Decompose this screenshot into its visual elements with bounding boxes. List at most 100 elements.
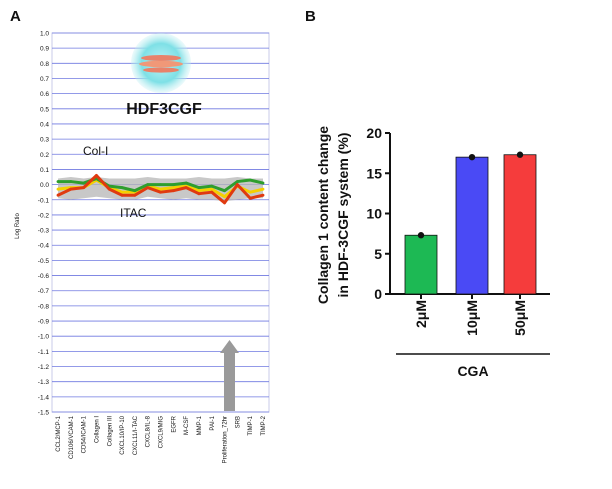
series-1-point-16 [261,181,265,185]
series-1-point-0 [56,180,60,183]
panel-b-y-tick-label-4: 20 [366,125,382,141]
series-0-point-16 [261,187,265,191]
itac-annotation: ITAC [120,206,147,220]
series-2-point-13 [223,201,226,205]
bar-point-1 [468,153,476,161]
series-2-point-11 [197,192,201,196]
series-1-point-14 [235,180,239,183]
bar-2 [503,154,537,295]
series-0-point-15 [248,190,252,194]
y-tick-label-10: 0.0 [40,182,49,189]
panel-b-x-tick-labels: 2μM 10μM 50μM [413,300,528,336]
x-tick-label-1: CD106/VCAM-1 [69,415,75,459]
series-2-point-10 [184,186,188,190]
series-2-point-3 [95,174,98,177]
series-1-point-8 [159,183,162,187]
series-1-point-13 [223,189,226,193]
x-tick-label-4: Collagen III [107,416,113,447]
series-1-point-12 [210,184,214,188]
x-tick-label-6: CXCL11/I-TAC [133,415,139,455]
series-0-point-13 [223,195,226,199]
y-tick-label-16: -0.6 [38,273,50,280]
y-tick-label-3: 0.7 [40,76,49,83]
y-tick-label-6: 0.4 [40,121,49,128]
y-tick-label-5: 0.5 [40,106,49,113]
series-1-point-10 [184,181,188,185]
x-tick-label-10: M-CSF [184,416,190,435]
bar-point-0 [417,232,425,239]
x-tick-label-0: CCL2/MCP-1 [56,415,62,451]
x-tick-label-3: Collagen I [94,416,100,443]
x-tick-label-8: CXCL9/MIG [159,416,165,449]
panel-b-y-tick-label-2: 10 [366,206,382,222]
panel-a-letter: A [10,8,21,25]
series-2-point-16 [261,193,265,197]
panel-a-y-tick-labels: 1.0 0.9 0.8 0.7 0.6 0.5 0.4 0.3 0.2 0.1 0.0 -0.1 -0.… [38,31,50,417]
y-tick-label-24: -1.4 [38,394,50,401]
x-tick-label-12: PAI-1 [210,415,216,430]
y-tick-label-22: -1.2 [38,364,50,371]
panel-b-y-tick-label-3: 15 [366,165,382,181]
series-0-point-11 [197,189,201,193]
up-arrow-icon [220,340,239,411]
series-0-point-12 [210,187,214,191]
panel-a-title: HDF3CGF [126,101,202,118]
y-tick-label-7: 0.3 [40,137,49,144]
series-2-point-8 [159,190,162,194]
series-2-point-14 [235,183,239,187]
cell-culture-icon [131,33,191,93]
bar-0 [404,234,438,295]
series-2-point-9 [171,189,175,193]
y-tick-label-8: 0.2 [40,152,49,159]
series-2-point-4 [107,187,111,191]
series-1-point-2 [82,181,86,185]
panel-b-x-tick-label-1: 10μM [464,300,480,336]
y-tick-label-2: 0.8 [40,61,49,68]
x-tick-label-13: Proliferation_72hr [223,416,229,463]
bar-1 [455,156,489,295]
series-2-point-12 [210,190,214,194]
y-tick-label-15: -0.5 [38,258,50,265]
series-0-point-8 [159,187,162,191]
y-tick-label-23: -1.3 [38,379,50,386]
x-tick-label-11: MMP-1 [197,415,203,435]
x-tick-label-14: SRB [235,416,241,428]
x-tick-label-2: CD54/ICAM-1 [82,415,88,453]
x-tick-label-7: CXCL8/IL-8 [146,415,152,447]
series-1-point-6 [133,189,137,193]
series-2-point-6 [133,193,137,197]
x-tick-label-9: EGFR [171,415,177,432]
y-tick-label-9: 0.1 [40,167,49,174]
panel-b-y-axis-label: Collagen 1 content change in HDF-3CGF sy… [315,126,351,304]
panel-a-y-axis-label: Log Ratio [15,212,21,238]
x-tick-label-15: TIMP-1 [248,415,254,435]
y-tick-label-11: -0.1 [38,197,50,204]
y-tick-label-18: -0.8 [38,303,50,310]
panel-b-letter: B [305,8,316,25]
series-1-point-11 [197,186,201,190]
series-0-point-9 [171,186,175,190]
series-2-point-1 [69,187,73,191]
series-2-point-15 [248,196,252,200]
series-0-point-5 [120,190,124,194]
series-1-point-15 [248,178,252,182]
y-tick-label-20: -1.0 [38,334,50,341]
y-tick-label-0: 1.0 [40,31,49,38]
col1-annotation: Col-I [83,144,108,158]
y-tick-label-13: -0.3 [38,228,50,235]
panel-b-x-axis-label: CGA [457,363,488,379]
panel-b-points [417,151,524,239]
y-tick-label-14: -0.4 [38,243,50,250]
y-tick-label-4: 0.6 [40,91,49,98]
series-1-point-9 [171,183,175,187]
panel-b-x-tick-label-0: 2μM [413,300,429,328]
y-tick-label-12: -0.2 [38,212,50,219]
series-2-point-0 [56,193,60,197]
x-tick-label-16: TIMP-2 [261,415,267,435]
series-0-point-0 [56,187,60,191]
panel-b-bars [404,154,537,295]
panel-b-y-tick-label-0: 0 [374,286,382,302]
series-2-point-7 [146,186,150,190]
series-2-point-2 [82,186,86,190]
